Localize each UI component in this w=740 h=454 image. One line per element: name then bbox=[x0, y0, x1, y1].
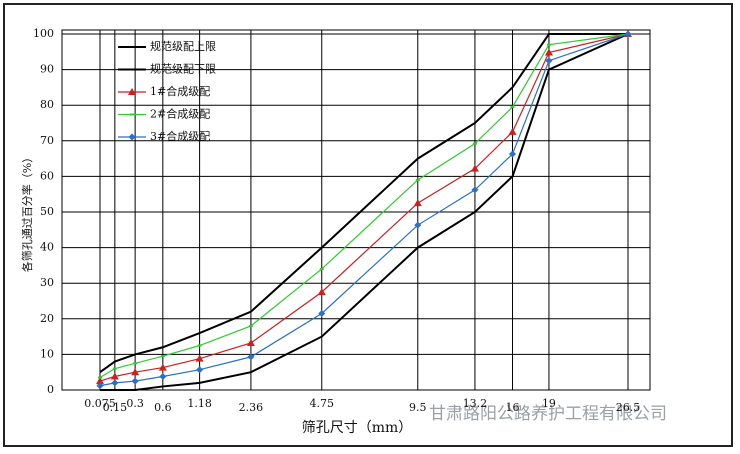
point bbox=[111, 379, 119, 387]
x-tick-label: 9.5 bbox=[409, 401, 427, 414]
point bbox=[413, 199, 422, 207]
point bbox=[112, 367, 117, 370]
point bbox=[110, 372, 119, 380]
x-tick-label: 16 bbox=[506, 401, 520, 414]
y-tick-label: 50 bbox=[40, 205, 54, 218]
x-tick-label: 0.075 bbox=[84, 397, 116, 410]
point bbox=[317, 288, 326, 296]
series-line bbox=[99, 33, 629, 379]
point bbox=[131, 368, 140, 376]
point bbox=[96, 382, 104, 390]
y-axis-label: 各筛孔通过百分率（%） bbox=[20, 152, 34, 272]
point bbox=[470, 164, 479, 172]
point bbox=[318, 309, 326, 317]
point bbox=[471, 186, 479, 194]
point bbox=[509, 150, 517, 158]
point bbox=[133, 362, 138, 365]
x-tick-label: 1.18 bbox=[187, 397, 212, 410]
legend-label: 规范级配下限 bbox=[150, 62, 216, 76]
x-axis-label: 筛孔尺寸（mm） bbox=[302, 420, 413, 436]
point bbox=[545, 57, 553, 65]
point bbox=[159, 372, 167, 380]
series-line bbox=[99, 33, 629, 387]
point bbox=[508, 127, 517, 135]
y-tick-label: 60 bbox=[40, 169, 54, 182]
legend-label: 2#合成级配 bbox=[150, 107, 210, 121]
y-tick-label: 80 bbox=[40, 98, 54, 111]
point bbox=[130, 113, 134, 116]
y-tick-label: 10 bbox=[40, 347, 54, 360]
y-tick-label: 100 bbox=[33, 27, 54, 40]
point bbox=[472, 142, 477, 145]
legend-label: 1#合成级配 bbox=[150, 84, 210, 98]
y-tick-label: 90 bbox=[40, 63, 54, 76]
series-line bbox=[100, 33, 629, 391]
point bbox=[195, 354, 204, 362]
y-tick-label: 40 bbox=[40, 241, 54, 254]
point bbox=[131, 377, 139, 385]
point bbox=[415, 178, 420, 181]
point bbox=[96, 377, 104, 385]
y-tick-label: 20 bbox=[40, 312, 54, 325]
x-tick-label: 19 bbox=[542, 397, 556, 410]
point bbox=[546, 43, 551, 46]
legend-label: 规范级配上限 bbox=[150, 39, 216, 53]
point bbox=[248, 324, 253, 327]
series-line bbox=[99, 33, 629, 382]
point bbox=[624, 30, 632, 38]
x-tick-label: 4.75 bbox=[310, 397, 335, 410]
point bbox=[544, 48, 553, 56]
x-tick-label: 2.36 bbox=[239, 401, 264, 414]
point bbox=[247, 353, 255, 361]
point bbox=[128, 88, 136, 95]
point bbox=[246, 339, 255, 347]
legend-label: 3#合成级配 bbox=[150, 129, 210, 143]
point bbox=[160, 355, 165, 358]
y-tick-label: 0 bbox=[47, 383, 54, 396]
point bbox=[319, 267, 324, 270]
x-tick-label: 13.2 bbox=[463, 397, 488, 410]
x-tick-label: 0.6 bbox=[154, 401, 172, 414]
outer-frame bbox=[3, 3, 733, 447]
point bbox=[196, 366, 204, 374]
x-tick-label: 0.15 bbox=[103, 401, 128, 414]
x-tick-label: 26.5 bbox=[616, 401, 641, 414]
series-line bbox=[99, 33, 628, 374]
point bbox=[510, 105, 515, 108]
point bbox=[98, 376, 102, 379]
point bbox=[197, 344, 202, 347]
x-tick-label: 0.3 bbox=[126, 397, 144, 410]
point bbox=[158, 363, 167, 371]
y-tick-label: 30 bbox=[40, 276, 54, 289]
y-tick-label: 70 bbox=[40, 134, 54, 147]
point bbox=[414, 221, 422, 229]
point bbox=[128, 133, 136, 141]
watermark: 甘肃路阳公路养护工程有限公司 bbox=[429, 404, 667, 424]
